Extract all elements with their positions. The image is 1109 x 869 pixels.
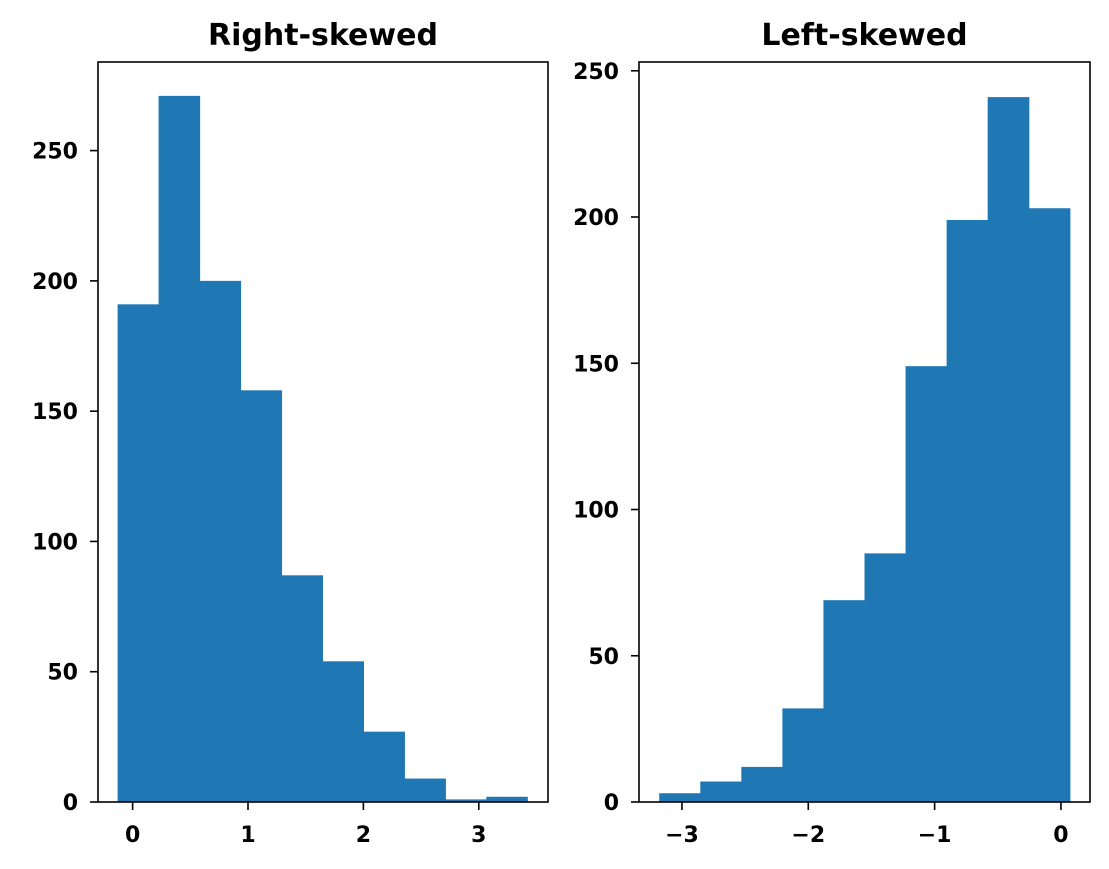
y-tick-label: 250 (32, 140, 78, 165)
right-skewed-histogram: 0 1 2 3 0 50 100 150 200 250 Right-skewed (32, 18, 549, 848)
x-axis: 0 1 2 3 (125, 802, 486, 848)
histogram-bar (1028, 208, 1071, 802)
histogram-bar (741, 766, 783, 802)
y-axis: 0 50 100 150 200 250 (32, 140, 98, 816)
histogram-bar (117, 304, 160, 802)
y-tick-label: 100 (573, 499, 619, 524)
x-tick-label: −2 (791, 823, 825, 848)
histogram-bar (363, 731, 405, 802)
histogram-bar (823, 600, 866, 802)
chart-title: Left-skewed (761, 18, 967, 53)
chart-title: Right-skewed (208, 18, 438, 53)
x-tick-label: −3 (665, 823, 699, 848)
y-tick-label: 250 (573, 60, 619, 85)
x-tick-label: 0 (125, 823, 140, 848)
histogram-bar (659, 793, 701, 802)
x-tick-label: 3 (471, 823, 486, 848)
histogram-bar (404, 778, 446, 802)
histogram-bar (905, 366, 948, 802)
x-tick-label: 2 (356, 823, 371, 848)
y-tick-label: 150 (32, 400, 78, 425)
y-tick-label: 0 (63, 791, 78, 816)
y-tick-label: 100 (32, 530, 78, 555)
histogram-bar (281, 575, 324, 802)
x-tick-label: 1 (240, 823, 255, 848)
axes-frame (97, 61, 549, 803)
bars (659, 97, 1071, 803)
histogram-bar (946, 219, 989, 803)
histogram-bar (199, 280, 242, 802)
histogram-bar (158, 95, 201, 803)
x-tick-label: −1 (918, 823, 952, 848)
bars (117, 95, 528, 803)
histogram-bar (700, 781, 742, 802)
histogram-bar (987, 97, 1030, 802)
y-tick-label: 0 (604, 791, 619, 816)
axes-frame (638, 61, 1091, 803)
histogram-bar (864, 553, 907, 802)
y-tick-label: 50 (47, 661, 78, 686)
y-tick-label: 200 (32, 270, 78, 295)
histogram-bar (782, 708, 825, 802)
y-axis: 0 50 100 150 200 250 (573, 60, 639, 816)
histogram-bar (445, 799, 487, 802)
histogram-bar (486, 796, 528, 802)
histogram-bar (322, 661, 364, 802)
histogram-bar (240, 390, 283, 802)
y-tick-label: 50 (588, 645, 619, 670)
left-skewed-histogram: −3 −2 −1 0 0 50 100 150 200 250 Left-skewed (573, 18, 1091, 848)
x-tick-label: 0 (1053, 823, 1068, 848)
x-axis: −3 −2 −1 0 (665, 802, 1069, 848)
y-tick-label: 150 (573, 352, 619, 377)
y-tick-label: 200 (573, 206, 619, 231)
